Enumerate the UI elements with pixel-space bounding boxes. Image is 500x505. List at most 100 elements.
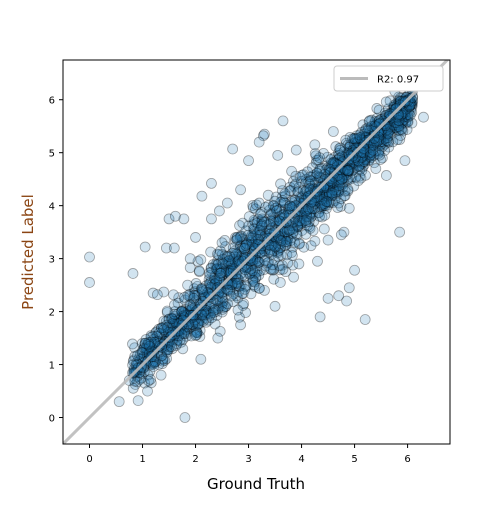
scatter-point (336, 170, 348, 182)
scatter-point (323, 189, 335, 201)
y-tick-label: 5 (49, 149, 55, 160)
scatter-point (230, 280, 242, 292)
scatter-point (418, 111, 429, 123)
scatter-point (189, 314, 201, 326)
scatter-point (251, 255, 263, 266)
scatter-point (380, 130, 392, 142)
scatter-point (361, 146, 373, 158)
scatter-point (290, 170, 302, 182)
scatter-point (391, 119, 403, 130)
scatter-point (300, 216, 312, 228)
scatter-point (295, 192, 307, 204)
scatter-point (242, 229, 254, 241)
scatter-point (289, 194, 301, 206)
x-tick-label: 4 (298, 454, 304, 465)
scatter-point (218, 286, 230, 298)
scatter-point (371, 103, 383, 114)
scatter-point (283, 203, 295, 215)
scatter-point (305, 211, 317, 223)
scatter-point (379, 114, 391, 125)
scatter-point (347, 164, 359, 176)
scatter-point (398, 114, 410, 126)
scatter-point (394, 134, 406, 145)
scatter-point (157, 353, 169, 365)
scatter-point (287, 176, 299, 187)
scatter-point (350, 161, 362, 173)
scatter-point (136, 346, 148, 358)
scatter-point (317, 176, 329, 187)
scatter-point (325, 154, 337, 165)
scatter-point (225, 255, 237, 267)
scatter-point (325, 157, 337, 169)
scatter-point (180, 328, 192, 340)
scatter-point (137, 347, 148, 359)
scatter-point (131, 357, 143, 369)
scatter-point (235, 319, 247, 331)
scatter-point (318, 198, 330, 210)
scatter-point (339, 185, 351, 197)
scatter-point (311, 154, 323, 166)
scatter-point (398, 114, 410, 125)
scatter-point (157, 355, 169, 367)
scatter-point (281, 223, 293, 235)
scatter-point (221, 251, 233, 263)
y-tick-label: 0 (49, 414, 55, 425)
scatter-point (313, 207, 325, 219)
x-tick-label: 0 (86, 454, 92, 465)
scatter-point (303, 211, 315, 222)
scatter-point (236, 249, 248, 261)
scatter-point (388, 119, 400, 131)
scatter-point (330, 177, 342, 189)
scatter-point (198, 290, 210, 302)
scatter-point (290, 144, 302, 156)
scatter-point (232, 255, 244, 267)
scatter-point (342, 139, 354, 151)
scatter-point (196, 284, 208, 296)
x-tick-label: 6 (404, 454, 410, 465)
scatter-point (197, 315, 209, 327)
scatter-point (351, 133, 363, 144)
scatter-point (337, 179, 348, 190)
scatter-point (171, 334, 183, 346)
scatter-point (316, 192, 328, 204)
scatter-point (405, 93, 417, 105)
scatter-point (168, 319, 180, 331)
scatter-point (288, 222, 300, 234)
scatter-point (381, 129, 393, 140)
scatter-point (225, 290, 237, 302)
scatter-point (223, 269, 235, 281)
scatter-point (190, 327, 202, 338)
scatter-point (359, 125, 371, 137)
scatter-point (367, 139, 379, 151)
scatter-point (284, 220, 296, 231)
scatter-point (176, 306, 188, 317)
scatter-point (225, 259, 237, 271)
scatter-point (205, 262, 217, 274)
scatter-point (277, 115, 289, 127)
scatter-point (339, 164, 351, 176)
scatter-point (309, 203, 321, 215)
scatter-point (285, 185, 296, 197)
scatter-point (390, 103, 402, 114)
scatter-point (179, 325, 191, 337)
scatter-point (176, 306, 188, 318)
scatter-point (286, 165, 298, 177)
scatter-point (313, 196, 325, 207)
scatter-point (314, 191, 326, 203)
scatter-point (356, 126, 367, 138)
scatter-point (345, 171, 357, 183)
scatter-point (280, 237, 292, 249)
scatter-point (152, 341, 164, 353)
scatter-point (260, 243, 272, 255)
scatter-point (326, 189, 338, 201)
scatter-point (173, 325, 185, 337)
scatter-point (406, 98, 418, 110)
reference-line (63, 60, 450, 444)
scatter-point (343, 141, 355, 153)
scatter-point (237, 300, 249, 311)
scatter-point (240, 225, 252, 237)
scatter-point (153, 323, 165, 335)
scatter-point (142, 385, 153, 397)
scatter-point (135, 367, 147, 379)
scatter-point (200, 280, 212, 292)
